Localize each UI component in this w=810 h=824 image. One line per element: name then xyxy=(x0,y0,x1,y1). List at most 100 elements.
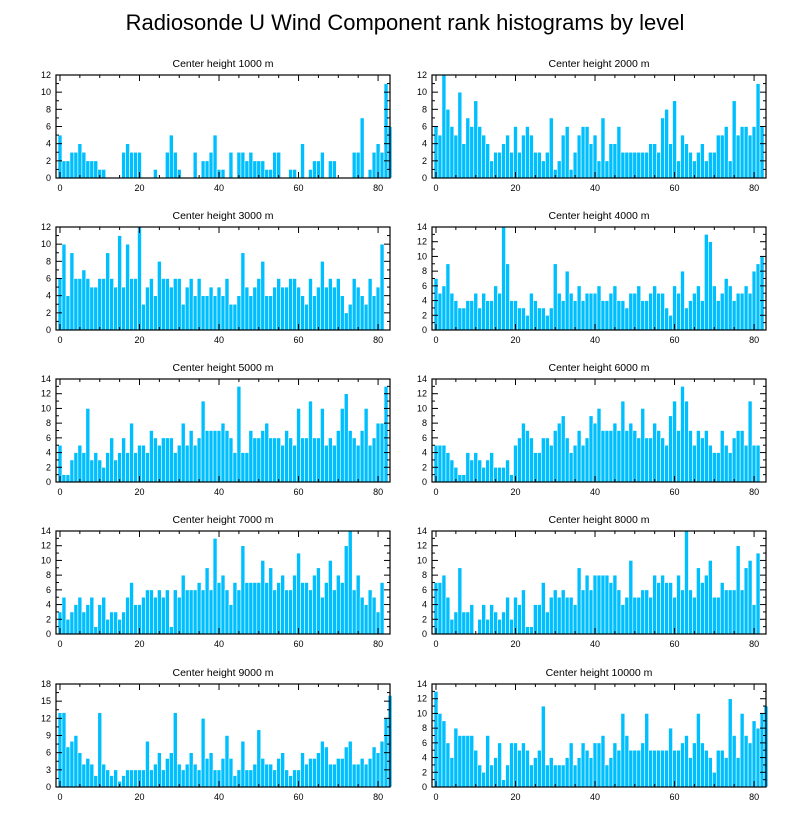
y-tick-label: 2 xyxy=(422,767,427,777)
histogram-bar xyxy=(700,582,705,635)
histogram-bar xyxy=(704,160,709,179)
histogram-bar xyxy=(497,742,502,788)
histogram-bar xyxy=(343,545,349,635)
panel-title: Center height 8000 m xyxy=(549,514,650,526)
x-tick-label: 40 xyxy=(214,487,224,497)
histogram-bar xyxy=(755,552,761,635)
histogram-bar xyxy=(688,151,693,179)
histogram-bar xyxy=(513,126,518,179)
histogram-bar xyxy=(584,126,590,179)
histogram-bar xyxy=(509,300,514,331)
histogram-bar xyxy=(105,618,110,635)
histogram-bar xyxy=(541,160,546,179)
histogram-bar xyxy=(244,160,250,179)
histogram-bar xyxy=(359,758,365,788)
histogram-bar xyxy=(556,596,562,635)
y-tick-label: 4 xyxy=(422,296,427,306)
histogram-bar xyxy=(308,589,313,635)
histogram-bar xyxy=(692,742,697,788)
histogram-bar xyxy=(521,422,526,483)
histogram-bar xyxy=(735,545,741,635)
histogram-bar xyxy=(105,452,110,483)
x-tick-label: 60 xyxy=(294,335,304,345)
histogram-bar xyxy=(517,437,522,483)
y-tick-label: 12 xyxy=(41,222,51,232)
histogram-bar xyxy=(220,574,226,635)
histogram-bar xyxy=(700,742,705,788)
histogram-bar xyxy=(121,775,126,788)
y-tick-label: 8 xyxy=(422,418,427,428)
histogram-bar xyxy=(232,303,238,331)
histogram-bar xyxy=(248,295,254,331)
histogram-bar xyxy=(652,143,657,179)
histogram-bar xyxy=(533,452,538,483)
histogram-bar xyxy=(244,286,250,331)
histogram-bar xyxy=(441,444,447,483)
x-tick-label: 0 xyxy=(433,639,438,649)
histogram-bar xyxy=(280,286,285,331)
histogram-bar xyxy=(65,618,71,635)
histogram-bar xyxy=(715,749,721,788)
y-tick-label: 6 xyxy=(422,433,427,443)
y-tick-label: 2 xyxy=(422,310,427,320)
histogram-bar xyxy=(300,582,305,635)
y-tick-label: 12 xyxy=(417,389,427,399)
histogram-bar xyxy=(73,151,79,179)
histogram-bar xyxy=(715,596,721,635)
histogram-bar xyxy=(441,285,447,331)
histogram-bar xyxy=(208,589,214,635)
histogram-bar xyxy=(328,560,333,635)
histogram-bar xyxy=(505,596,510,635)
histogram-bar xyxy=(473,100,479,179)
histogram-bar xyxy=(133,151,138,179)
histogram-bar xyxy=(529,764,534,788)
histogram-bar xyxy=(165,151,170,179)
y-tick-label: 8 xyxy=(46,418,51,428)
histogram-bar xyxy=(268,169,274,179)
histogram-bar xyxy=(260,261,266,331)
histogram-bar xyxy=(176,763,182,788)
histogram-bar xyxy=(153,763,158,788)
histogram-bar xyxy=(81,611,87,635)
histogram-bar xyxy=(109,437,114,483)
histogram-bar xyxy=(735,292,741,331)
histogram-bar xyxy=(477,307,483,331)
histogram-bar xyxy=(656,582,661,635)
histogram-bar xyxy=(747,134,753,179)
histogram-bar xyxy=(89,763,95,788)
histogram-bar xyxy=(280,574,285,635)
histogram-bar xyxy=(501,143,506,179)
histogram-bar xyxy=(580,444,586,483)
histogram-bar xyxy=(453,134,459,179)
histogram-bar xyxy=(252,286,258,331)
histogram-bar xyxy=(469,126,475,179)
histogram-bar xyxy=(256,278,262,331)
histogram-bar xyxy=(129,582,134,635)
histogram-bar xyxy=(437,292,443,331)
histogram-bar xyxy=(312,437,317,483)
histogram-bar xyxy=(632,151,638,179)
histogram-bar xyxy=(664,307,669,331)
histogram-bar xyxy=(640,300,646,331)
histogram-bar xyxy=(77,752,83,788)
histogram-bar xyxy=(280,444,285,483)
histogram-bar xyxy=(620,713,626,788)
histogram-bar xyxy=(300,143,305,179)
histogram-bar xyxy=(572,151,578,179)
histogram-bar xyxy=(556,764,562,788)
histogram-bar xyxy=(336,758,341,788)
histogram-bar xyxy=(568,596,574,635)
histogram-bar xyxy=(236,386,242,483)
histogram-bar xyxy=(584,292,590,331)
histogram-bar xyxy=(533,300,538,331)
histogram-bar xyxy=(280,752,285,788)
histogram-bar xyxy=(363,763,369,788)
histogram-bar xyxy=(481,604,486,635)
histogram-bar xyxy=(375,286,381,331)
histogram-bar xyxy=(692,292,697,331)
histogram-bar xyxy=(755,83,761,179)
histogram-bar xyxy=(525,749,530,788)
histogram-bar xyxy=(521,589,526,635)
histogram-bar xyxy=(604,430,610,483)
histogram-bar xyxy=(457,307,463,331)
